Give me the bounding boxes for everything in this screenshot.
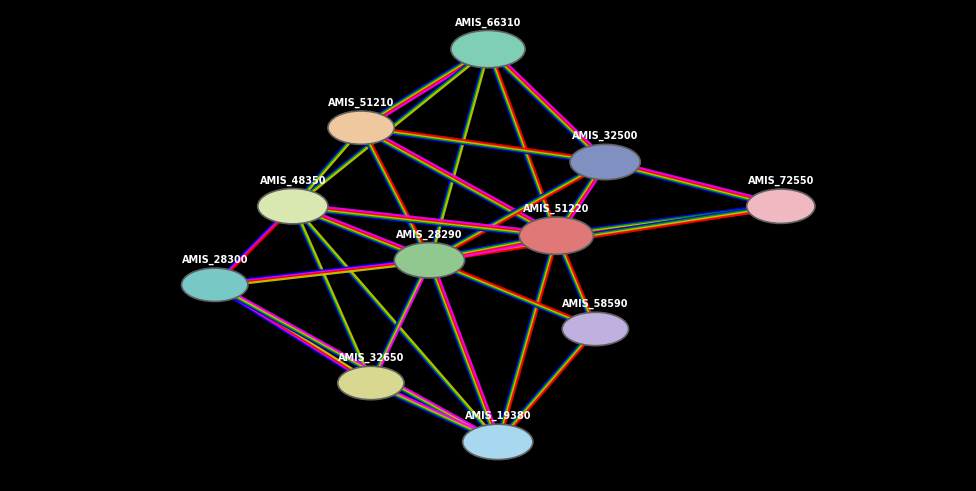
- Text: AMIS_19380: AMIS_19380: [465, 411, 531, 421]
- Text: AMIS_32650: AMIS_32650: [338, 353, 404, 363]
- Text: AMIS_32500: AMIS_32500: [572, 131, 638, 141]
- Text: AMIS_28300: AMIS_28300: [182, 255, 248, 265]
- Circle shape: [562, 312, 629, 346]
- Circle shape: [258, 189, 328, 224]
- Circle shape: [747, 189, 815, 223]
- Text: AMIS_28290: AMIS_28290: [396, 229, 463, 240]
- Text: AMIS_51210: AMIS_51210: [328, 98, 394, 108]
- Circle shape: [182, 268, 248, 301]
- Text: AMIS_48350: AMIS_48350: [260, 175, 326, 186]
- Text: AMIS_72550: AMIS_72550: [748, 176, 814, 186]
- Circle shape: [570, 144, 640, 180]
- Circle shape: [463, 424, 533, 460]
- Circle shape: [338, 366, 404, 400]
- Circle shape: [394, 243, 465, 278]
- Text: AMIS_58590: AMIS_58590: [562, 299, 629, 309]
- Text: AMIS_66310: AMIS_66310: [455, 18, 521, 28]
- Circle shape: [519, 217, 593, 254]
- Circle shape: [328, 111, 394, 144]
- Circle shape: [451, 30, 525, 68]
- Text: AMIS_51220: AMIS_51220: [523, 204, 590, 214]
